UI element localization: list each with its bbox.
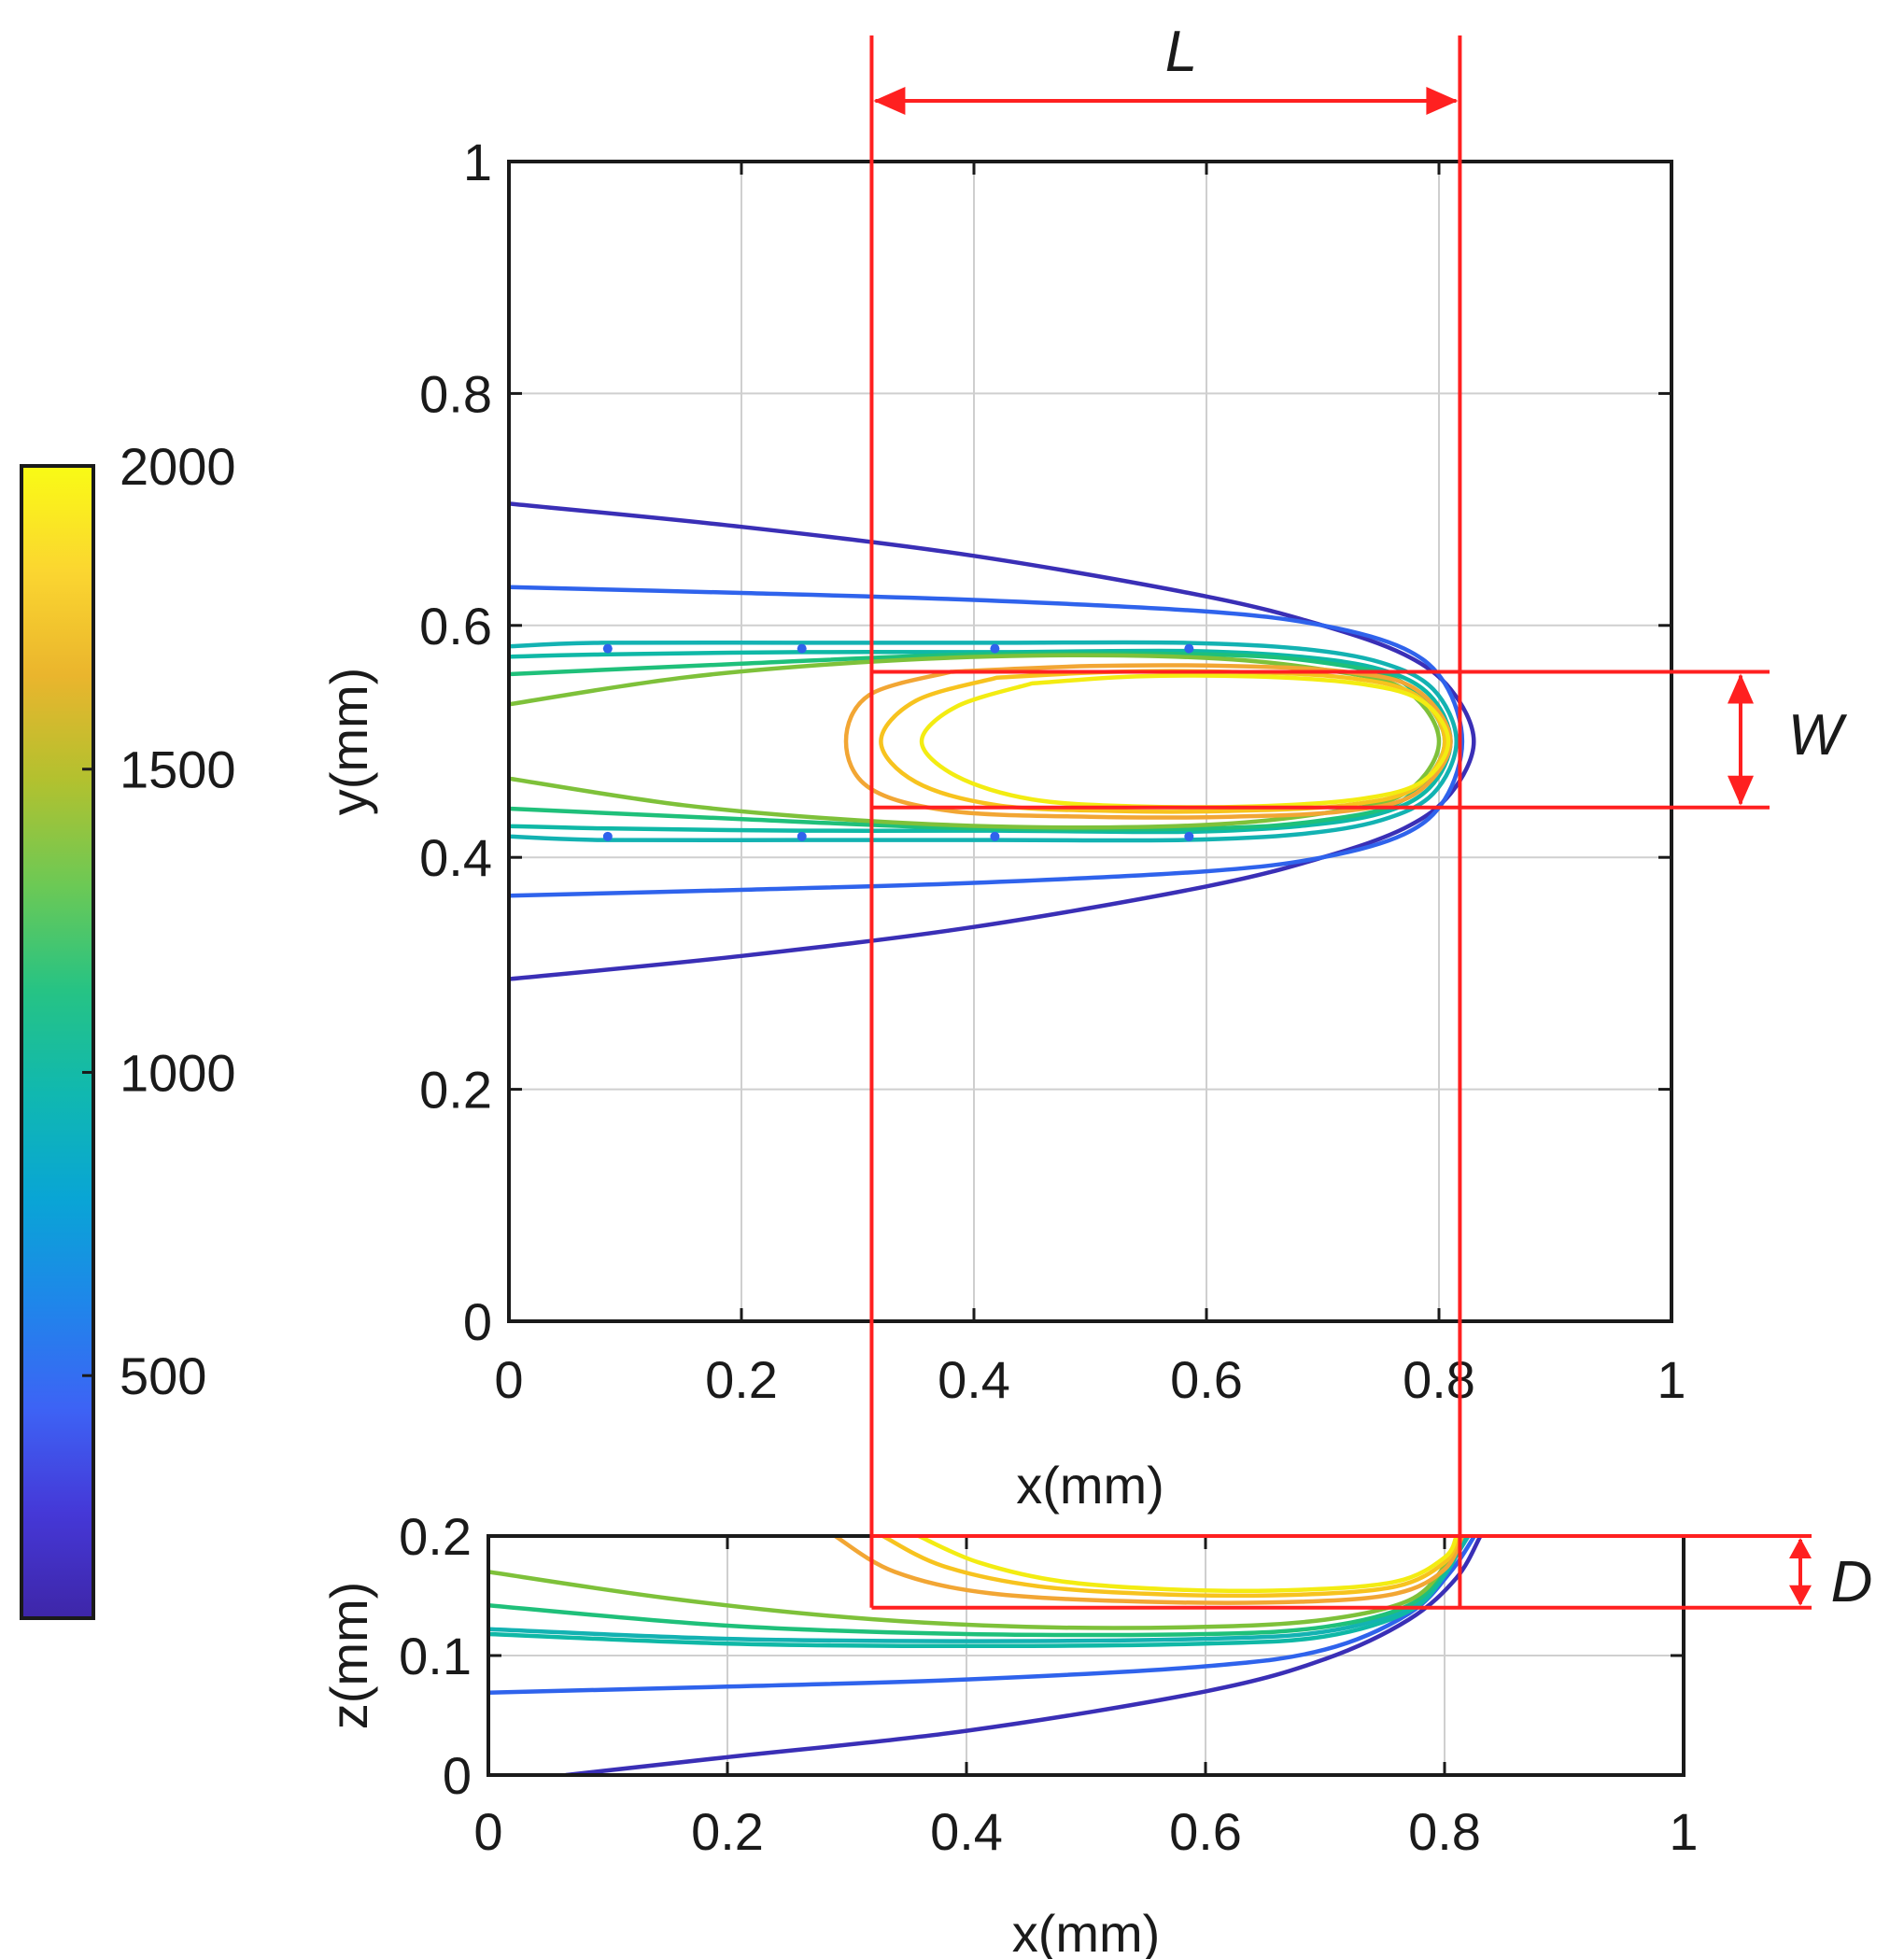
side-y-tick-label: 0.2 <box>399 1507 472 1566</box>
width-arrow-head-bottom <box>1728 775 1754 806</box>
top-ripple-marker <box>1184 831 1194 841</box>
top-x-tick-label: 0.4 <box>938 1350 1010 1409</box>
colorbar-ramp <box>20 464 95 1620</box>
side-x-axis-title: x(mm) <box>1012 1904 1161 1959</box>
colorbar-ticks: 500 1000 1500 2000 <box>82 437 236 1405</box>
top-x-tick-label: 0 <box>494 1350 523 1409</box>
top-contour-1100-outer-line <box>509 640 1459 843</box>
depth-arrow-head-top <box>1789 1538 1812 1558</box>
top-y-tick-label: 0.6 <box>419 597 492 655</box>
side-contour-1800-line <box>881 1536 1461 1599</box>
colorbar: 500 1000 1500 2000 <box>20 437 236 1620</box>
top-contour-2000-line <box>919 673 1451 810</box>
top-ripple-marker <box>990 831 1000 841</box>
length-arrow-head-right <box>1426 87 1459 115</box>
top-y-tick-label: 0.2 <box>419 1061 492 1120</box>
side-contour-2000-line <box>916 1536 1460 1593</box>
top-contour-600-line <box>509 585 1465 898</box>
top-view-plot: 0 0.2 0.4 0.6 0.8 1 0 0.2 0.4 0.6 0.8 1 x(mm) y(mm) <box>319 133 1686 1515</box>
side-contour-400-line <box>563 1536 1483 1775</box>
depth-arrow-head-bottom <box>1789 1585 1812 1606</box>
top-plot-frame <box>507 160 1673 1323</box>
side-x-tick-label: 0.4 <box>930 1802 1003 1861</box>
top-ripple-marker <box>797 643 807 654</box>
top-plot-area <box>509 162 1671 1321</box>
top-y-axis-title: y(mm) <box>319 668 378 816</box>
side-contours <box>488 1536 1483 1775</box>
top-y-tick-label: 1 <box>463 133 492 191</box>
top-x-tick-label: 0.8 <box>1403 1350 1475 1409</box>
top-ripple-marker <box>990 643 1000 654</box>
top-ripple-marker <box>602 831 613 841</box>
top-contour-400-line <box>509 501 1476 981</box>
width-label: W <box>1788 703 1848 768</box>
side-x-tick-label: 0 <box>473 1802 502 1861</box>
side-x-tick-label: 0.2 <box>691 1802 764 1861</box>
side-contour-1100-inner-line <box>488 1536 1469 1649</box>
top-x-tick-label: 1 <box>1657 1350 1685 1409</box>
side-view-plot: 0 0.2 0.4 0.6 0.8 1 0 0.1 0.2 x(mm) z(mm) <box>319 1507 1699 1959</box>
top-ripple-marker <box>797 831 807 841</box>
depth-label: D <box>1831 1550 1873 1614</box>
side-x-tick-label: 0.6 <box>1169 1802 1242 1861</box>
side-x-tick-label: 0.8 <box>1408 1802 1481 1861</box>
side-x-tick-label: 1 <box>1669 1802 1698 1861</box>
top-y-tick-label: 0.8 <box>419 364 492 423</box>
top-ticks: 0 0.2 0.4 0.6 0.8 1 0 0.2 0.4 0.6 0.8 1 <box>419 133 1685 1409</box>
top-y-tick-label: 0 <box>463 1292 492 1351</box>
side-y-tick-label: 0 <box>443 1746 472 1805</box>
top-y-tick-label: 0.4 <box>419 828 492 887</box>
length-label: L <box>1165 20 1197 84</box>
side-contour-1300-line <box>488 1536 1465 1638</box>
length-arrow-head-left <box>873 87 906 115</box>
width-arrow-head-top <box>1728 673 1754 704</box>
side-y-tick-label: 0.1 <box>399 1627 472 1685</box>
colorbar-tick-label: 2000 <box>120 437 236 496</box>
dimension-annotations: L W D <box>869 20 1873 1614</box>
side-contour-1500-line <box>488 1536 1460 1630</box>
top-x-tick-label: 0.2 <box>705 1350 778 1409</box>
top-ripple-marker <box>602 643 613 654</box>
top-x-axis-title: x(mm) <box>1016 1456 1164 1515</box>
top-x-tick-label: 0.6 <box>1170 1350 1243 1409</box>
top-ripple-marker <box>1184 643 1194 654</box>
side-ticks: 0 0.2 0.4 0.6 0.8 1 0 0.1 0.2 <box>399 1507 1698 1861</box>
top-contour-1700-line <box>843 663 1453 820</box>
colorbar-tick-label: 1500 <box>120 740 236 799</box>
colorbar-tick-label: 500 <box>120 1346 206 1405</box>
top-markers <box>602 643 1194 841</box>
side-y-axis-title: z(mm) <box>319 1582 378 1730</box>
side-contour-1700-line <box>832 1536 1465 1605</box>
top-contour-1500-line <box>509 653 1442 830</box>
colorbar-tick-label: 1000 <box>120 1043 236 1102</box>
